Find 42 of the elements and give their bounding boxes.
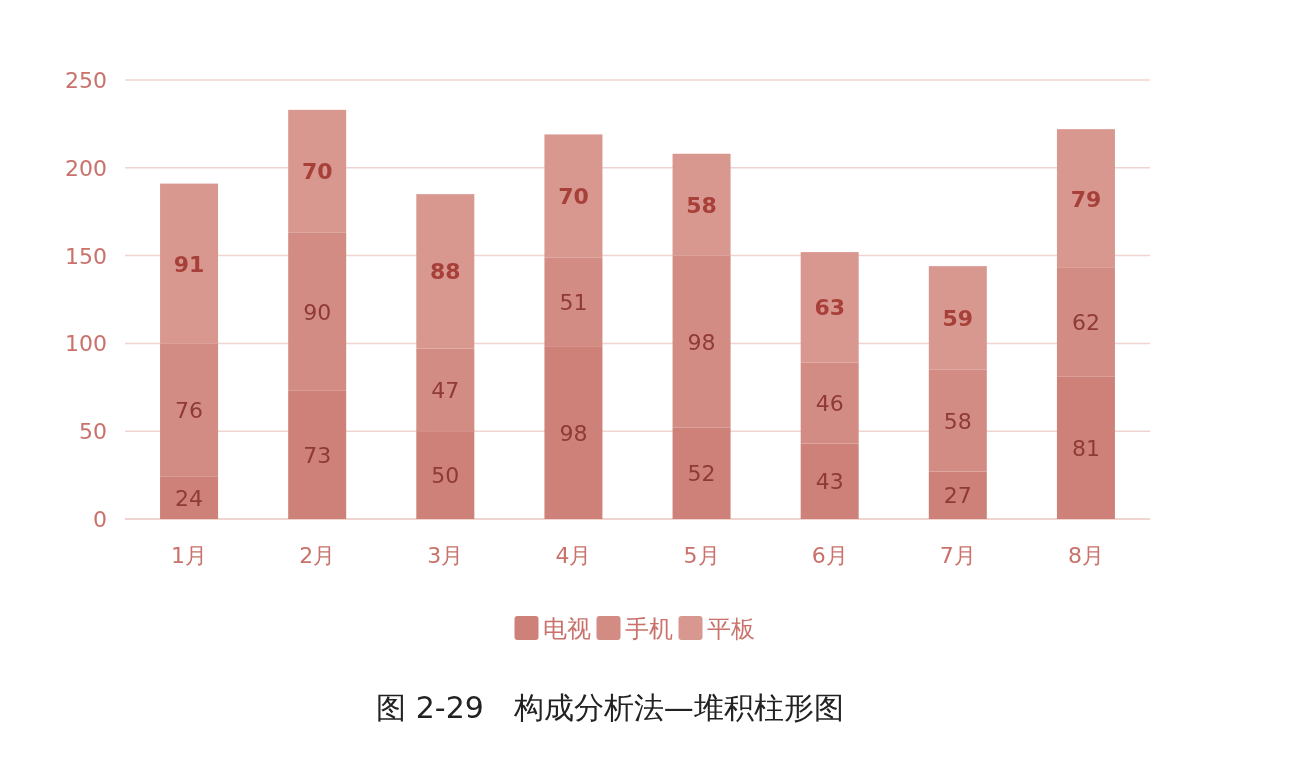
- x-tick-label: 5月: [683, 543, 720, 568]
- data-label: 52: [687, 461, 716, 487]
- data-label: 88: [430, 259, 461, 285]
- data-label: 70: [558, 183, 589, 209]
- data-label: 43: [815, 469, 844, 495]
- data-label: 58: [686, 192, 717, 218]
- data-label: 51: [559, 290, 588, 316]
- y-tick-label: 250: [65, 68, 107, 93]
- data-label: 27: [943, 483, 972, 509]
- data-label: 58: [943, 408, 972, 434]
- data-label: 73: [303, 442, 332, 468]
- legend-label: 电视: [542, 615, 591, 643]
- data-label: 91: [173, 251, 205, 277]
- data-label: 90: [303, 299, 332, 325]
- data-label: 46: [815, 391, 844, 417]
- legend-label: 手机: [624, 615, 673, 643]
- data-label: 47: [431, 377, 460, 403]
- data-label: 98: [559, 420, 588, 446]
- y-tick-label: 0: [93, 507, 107, 532]
- data-label: 63: [814, 295, 845, 321]
- x-tick-label: 3月: [427, 543, 464, 568]
- text: 图 2-29 构成分析法—堆积柱形图: [376, 690, 844, 725]
- data-label: 81: [1071, 435, 1100, 461]
- data-label: 76: [175, 398, 204, 424]
- y-tick-label: 200: [65, 155, 107, 181]
- x-tick-label: 4月: [555, 543, 592, 568]
- data-label: 70: [301, 159, 333, 185]
- legend-label: 平板: [706, 615, 755, 643]
- x-tick-label: 1月: [171, 543, 208, 568]
- x-tick-label: 2月: [299, 543, 336, 568]
- data-label: 50: [431, 463, 460, 489]
- y-tick-label: 150: [65, 243, 107, 269]
- x-tick-label: 6月: [811, 543, 848, 568]
- x-tick-label: 8月: [1067, 543, 1104, 568]
- data-label: 59: [942, 305, 974, 331]
- y-tick-label: 100: [65, 331, 107, 357]
- y-tick-label: 50: [79, 419, 107, 445]
- data-label: 79: [1070, 186, 1102, 212]
- data-label: 98: [687, 329, 716, 355]
- data-label: 24: [175, 485, 204, 511]
- x-tick-label: 7月: [939, 543, 976, 568]
- data-label: 62: [1071, 310, 1100, 336]
